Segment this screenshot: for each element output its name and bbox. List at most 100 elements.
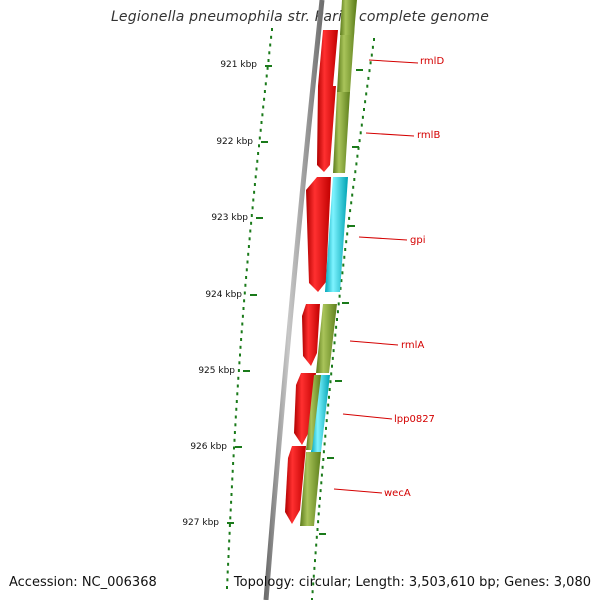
ruler-dot xyxy=(257,152,260,155)
ruler-dot xyxy=(231,469,234,473)
gene-feature-olive-cap[interactable] xyxy=(306,375,321,450)
gene-label-rmlA[interactable]: rmlA xyxy=(401,340,424,351)
ruler-dot xyxy=(327,403,330,407)
ruler-dot xyxy=(228,531,231,535)
ruler-dot xyxy=(250,214,253,217)
ruler-dot xyxy=(260,121,263,124)
ruler-dot xyxy=(227,547,230,551)
gene-label-rmlB[interactable]: rmlB xyxy=(417,130,440,141)
ruler-dot xyxy=(335,325,338,329)
gene-feature-wecA[interactable] xyxy=(300,452,321,526)
ruler-dot xyxy=(244,283,247,287)
gene-label-gpi[interactable]: gpi xyxy=(410,235,425,246)
gene-feature-rmlB[interactable] xyxy=(333,92,350,173)
gene-feature-lpp0827[interactable] xyxy=(311,375,330,452)
gene-label-lpp0827[interactable]: lpp0827 xyxy=(394,414,435,425)
ruler-dot xyxy=(243,291,246,295)
ruler-dot xyxy=(338,294,341,298)
ruler-dot xyxy=(333,341,336,345)
ruler-dot xyxy=(334,333,337,337)
ruler-dot xyxy=(319,489,322,493)
ruler-dot xyxy=(236,384,239,388)
ruler-dot xyxy=(330,372,333,376)
ruler-dot xyxy=(248,237,251,241)
ruler-dot xyxy=(350,201,353,205)
ruler-dot xyxy=(339,286,342,290)
ruler-dot xyxy=(318,504,321,508)
ruler-dot xyxy=(370,53,373,57)
ruler-dot xyxy=(341,271,344,275)
ruler-dot xyxy=(246,260,249,264)
ruler-dot xyxy=(226,586,228,589)
gene-feature-rmlA[interactable] xyxy=(316,304,337,373)
ruler-dot xyxy=(328,388,331,391)
ruler-dot xyxy=(267,59,270,62)
ruler-dot xyxy=(355,162,358,166)
ruler-dot xyxy=(242,307,245,310)
ruler-dot xyxy=(317,520,320,524)
ruler-dot xyxy=(230,493,233,496)
ruler-dot xyxy=(345,240,348,244)
ruler-dot xyxy=(254,175,257,179)
ruler-dot xyxy=(226,578,229,582)
ruler-dot xyxy=(365,92,368,96)
gene-feature[interactable] xyxy=(317,30,338,172)
gene-feature-olive-top[interactable] xyxy=(340,0,356,35)
ruler-dot xyxy=(356,154,359,158)
ruler-dot xyxy=(238,361,241,365)
kbp-ruler: 921 kbp 922 kbp 923 kbp 924 kbp 925 kbp … xyxy=(182,60,272,528)
gene-label-wecA[interactable]: wecA xyxy=(384,488,411,499)
ruler-dot xyxy=(317,512,320,516)
ruler-track-right-ticks xyxy=(319,69,363,535)
ruler-dot xyxy=(314,551,317,555)
ruler-track-left xyxy=(226,28,273,589)
ruler-dot xyxy=(361,115,364,119)
ruler-dot xyxy=(312,574,315,578)
ruler-dot xyxy=(319,496,321,500)
ruler-dot xyxy=(245,276,248,279)
ruler-dot xyxy=(258,136,261,140)
ruler-dot xyxy=(314,559,316,563)
ruler-dot xyxy=(241,314,244,318)
ruler-dot xyxy=(229,516,232,520)
ruler-dot xyxy=(229,508,232,512)
kbp-label: 927 kbp xyxy=(182,518,219,528)
ruler-dot xyxy=(237,369,240,372)
genome-title: Legionella pneumophila str. Paris, compl… xyxy=(110,9,490,25)
gene-feature[interactable] xyxy=(294,373,316,445)
ruler-dot xyxy=(351,193,354,197)
gene-feature[interactable] xyxy=(302,304,320,366)
ruler-dot xyxy=(353,178,356,181)
ruler-dot xyxy=(232,454,235,458)
ruler-dot xyxy=(325,426,327,430)
ruler-dot xyxy=(252,198,255,202)
ruler-dot xyxy=(253,183,256,186)
ruler-dot xyxy=(329,380,332,384)
ruler-dot xyxy=(331,356,334,360)
ruler-dot xyxy=(237,376,240,380)
ruler-dot xyxy=(243,299,246,303)
gene-feature[interactable] xyxy=(285,446,306,524)
ruler-dot xyxy=(360,123,363,127)
ruler-dot xyxy=(245,268,248,272)
ruler-dot xyxy=(228,524,231,527)
ruler-dot xyxy=(344,248,347,251)
ruler-dot xyxy=(235,400,238,403)
ruler-dot xyxy=(263,97,266,101)
ruler-dot xyxy=(239,353,241,357)
ruler-dot xyxy=(321,465,324,469)
gene-feature[interactable] xyxy=(306,177,331,292)
ruler-dot xyxy=(233,438,236,442)
ruler-dot xyxy=(320,481,323,485)
ruler-dot xyxy=(227,555,230,558)
ruler-dot xyxy=(264,82,267,86)
gene-feature-gpi[interactable] xyxy=(325,177,348,292)
ruler-dot xyxy=(315,535,318,539)
ruler-dot xyxy=(255,167,258,171)
ruler-dot xyxy=(250,221,253,225)
ruler-dot xyxy=(352,185,355,189)
ruler-dot xyxy=(367,76,370,80)
gene-label-rmlD[interactable]: rmlD xyxy=(420,56,444,67)
kbp-label: 923 kbp xyxy=(211,213,248,223)
ruler-dot xyxy=(234,423,237,427)
